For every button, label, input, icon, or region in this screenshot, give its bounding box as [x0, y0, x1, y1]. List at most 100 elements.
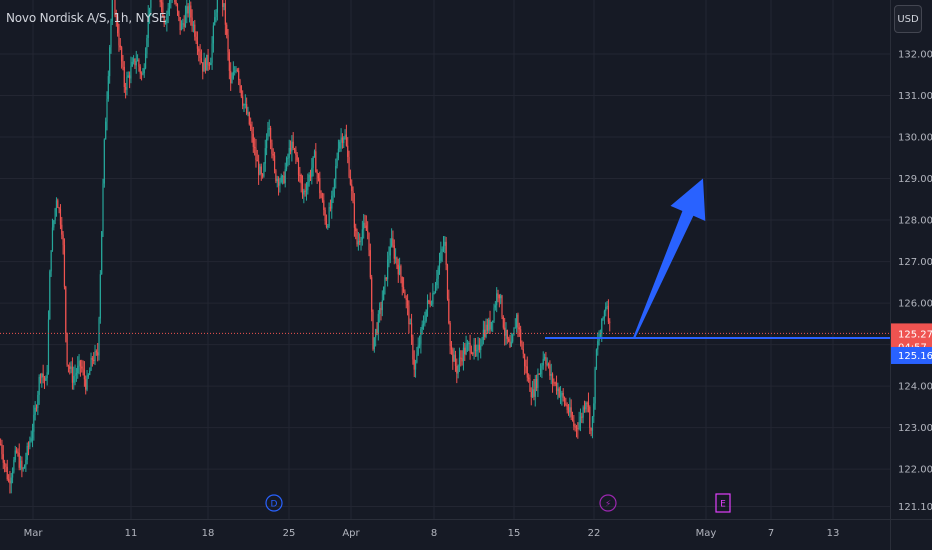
- candle-body: [380, 307, 382, 311]
- candle-body: [25, 459, 27, 466]
- candle-body: [573, 420, 575, 427]
- candle-body: [551, 374, 554, 383]
- candle-series: [0, 0, 611, 494]
- candle-body: [105, 121, 107, 140]
- candle-body: [333, 179, 336, 189]
- candle-body: [597, 341, 599, 350]
- candle-body: [134, 58, 136, 66]
- candle-body: [2, 454, 4, 463]
- candle-body: [50, 250, 52, 272]
- candle-body: [594, 368, 596, 404]
- candle-body: [214, 17, 216, 26]
- candle-body: [430, 304, 433, 306]
- candle-body: [51, 227, 54, 251]
- candle-body: [464, 347, 466, 355]
- candle-body: [440, 251, 442, 261]
- candle-body: [502, 317, 504, 328]
- candle-body: [273, 155, 276, 171]
- candle-body: [262, 173, 264, 177]
- candle-body: [555, 382, 558, 392]
- candle-body: [102, 183, 104, 232]
- candle-body: [417, 345, 419, 355]
- candle-body: [34, 407, 36, 415]
- candle-body: [593, 403, 595, 417]
- candle-body: [478, 344, 480, 350]
- candle-body: [200, 58, 203, 63]
- candle-body: [146, 38, 148, 54]
- candle-body: [223, 3, 225, 7]
- candle-body: [454, 354, 457, 366]
- candle-body: [550, 374, 552, 376]
- candle-body: [46, 372, 48, 379]
- candle-body: [562, 392, 564, 398]
- candle-body: [377, 313, 379, 333]
- candle-body: [106, 98, 108, 122]
- currency-button[interactable]: USD: [894, 5, 922, 33]
- candle-body: [65, 286, 67, 334]
- candle-body: [256, 160, 258, 162]
- candle-body: [236, 69, 238, 71]
- time-axis[interactable]: Mar 11 18 25 Apr 8 15 22 May 7 13: [24, 528, 840, 539]
- candle-body: [567, 409, 570, 413]
- candle-body: [83, 370, 85, 380]
- y-tick-label: 121.10: [898, 502, 932, 513]
- candle-body: [583, 407, 586, 410]
- candle-body: [461, 358, 463, 362]
- candle-body: [385, 277, 387, 280]
- candle-body: [498, 294, 500, 299]
- candle-body: [327, 226, 329, 228]
- candle-body: [103, 139, 105, 184]
- candle-body: [429, 301, 431, 305]
- candle-body: [215, 12, 217, 18]
- candle-body: [501, 295, 503, 318]
- candle-body: [10, 477, 12, 484]
- candle-body: [485, 324, 487, 337]
- candle-body: [284, 169, 286, 183]
- candle-body: [26, 445, 28, 460]
- candle-body: [425, 309, 427, 321]
- candle-body: [210, 62, 212, 65]
- candle-body: [7, 479, 10, 481]
- candle-body: [534, 378, 536, 397]
- candle-body: [546, 363, 548, 365]
- candle-body: [77, 365, 79, 374]
- candle-body: [258, 161, 260, 175]
- candle-body: [303, 190, 305, 195]
- candle-body: [144, 53, 147, 69]
- candle-body: [352, 190, 354, 203]
- candle-body: [367, 230, 369, 233]
- candle-body: [410, 323, 413, 338]
- candle-body: [250, 124, 252, 130]
- candle-body: [408, 305, 410, 325]
- candle-body: [208, 64, 211, 66]
- candle-body: [175, 2, 177, 5]
- candle-body: [61, 224, 63, 235]
- candle-body: [90, 357, 92, 371]
- candle-body: [437, 267, 439, 279]
- candle-body: [70, 366, 72, 369]
- candle-body: [480, 345, 482, 350]
- candle-body: [136, 59, 139, 62]
- candle-body: [130, 66, 132, 79]
- candle-body: [441, 248, 443, 252]
- candle-body: [41, 373, 43, 378]
- candle-body: [565, 403, 567, 406]
- candle-body: [308, 174, 310, 183]
- candle-body: [98, 318, 100, 356]
- candle-body: [17, 452, 19, 454]
- candle-body: [319, 178, 321, 194]
- candle-body: [164, 23, 167, 25]
- candle-body: [412, 337, 414, 360]
- candle-body: [359, 241, 361, 243]
- candle-body: [234, 70, 236, 72]
- candle-body: [133, 58, 135, 62]
- candle-body: [74, 374, 76, 377]
- candle-body: [361, 229, 363, 240]
- candle-body: [316, 172, 318, 175]
- candle-body: [147, 15, 149, 39]
- candle-body: [196, 41, 199, 49]
- candle-body: [339, 141, 341, 149]
- candle-body: [63, 244, 66, 287]
- candle-body: [424, 320, 426, 325]
